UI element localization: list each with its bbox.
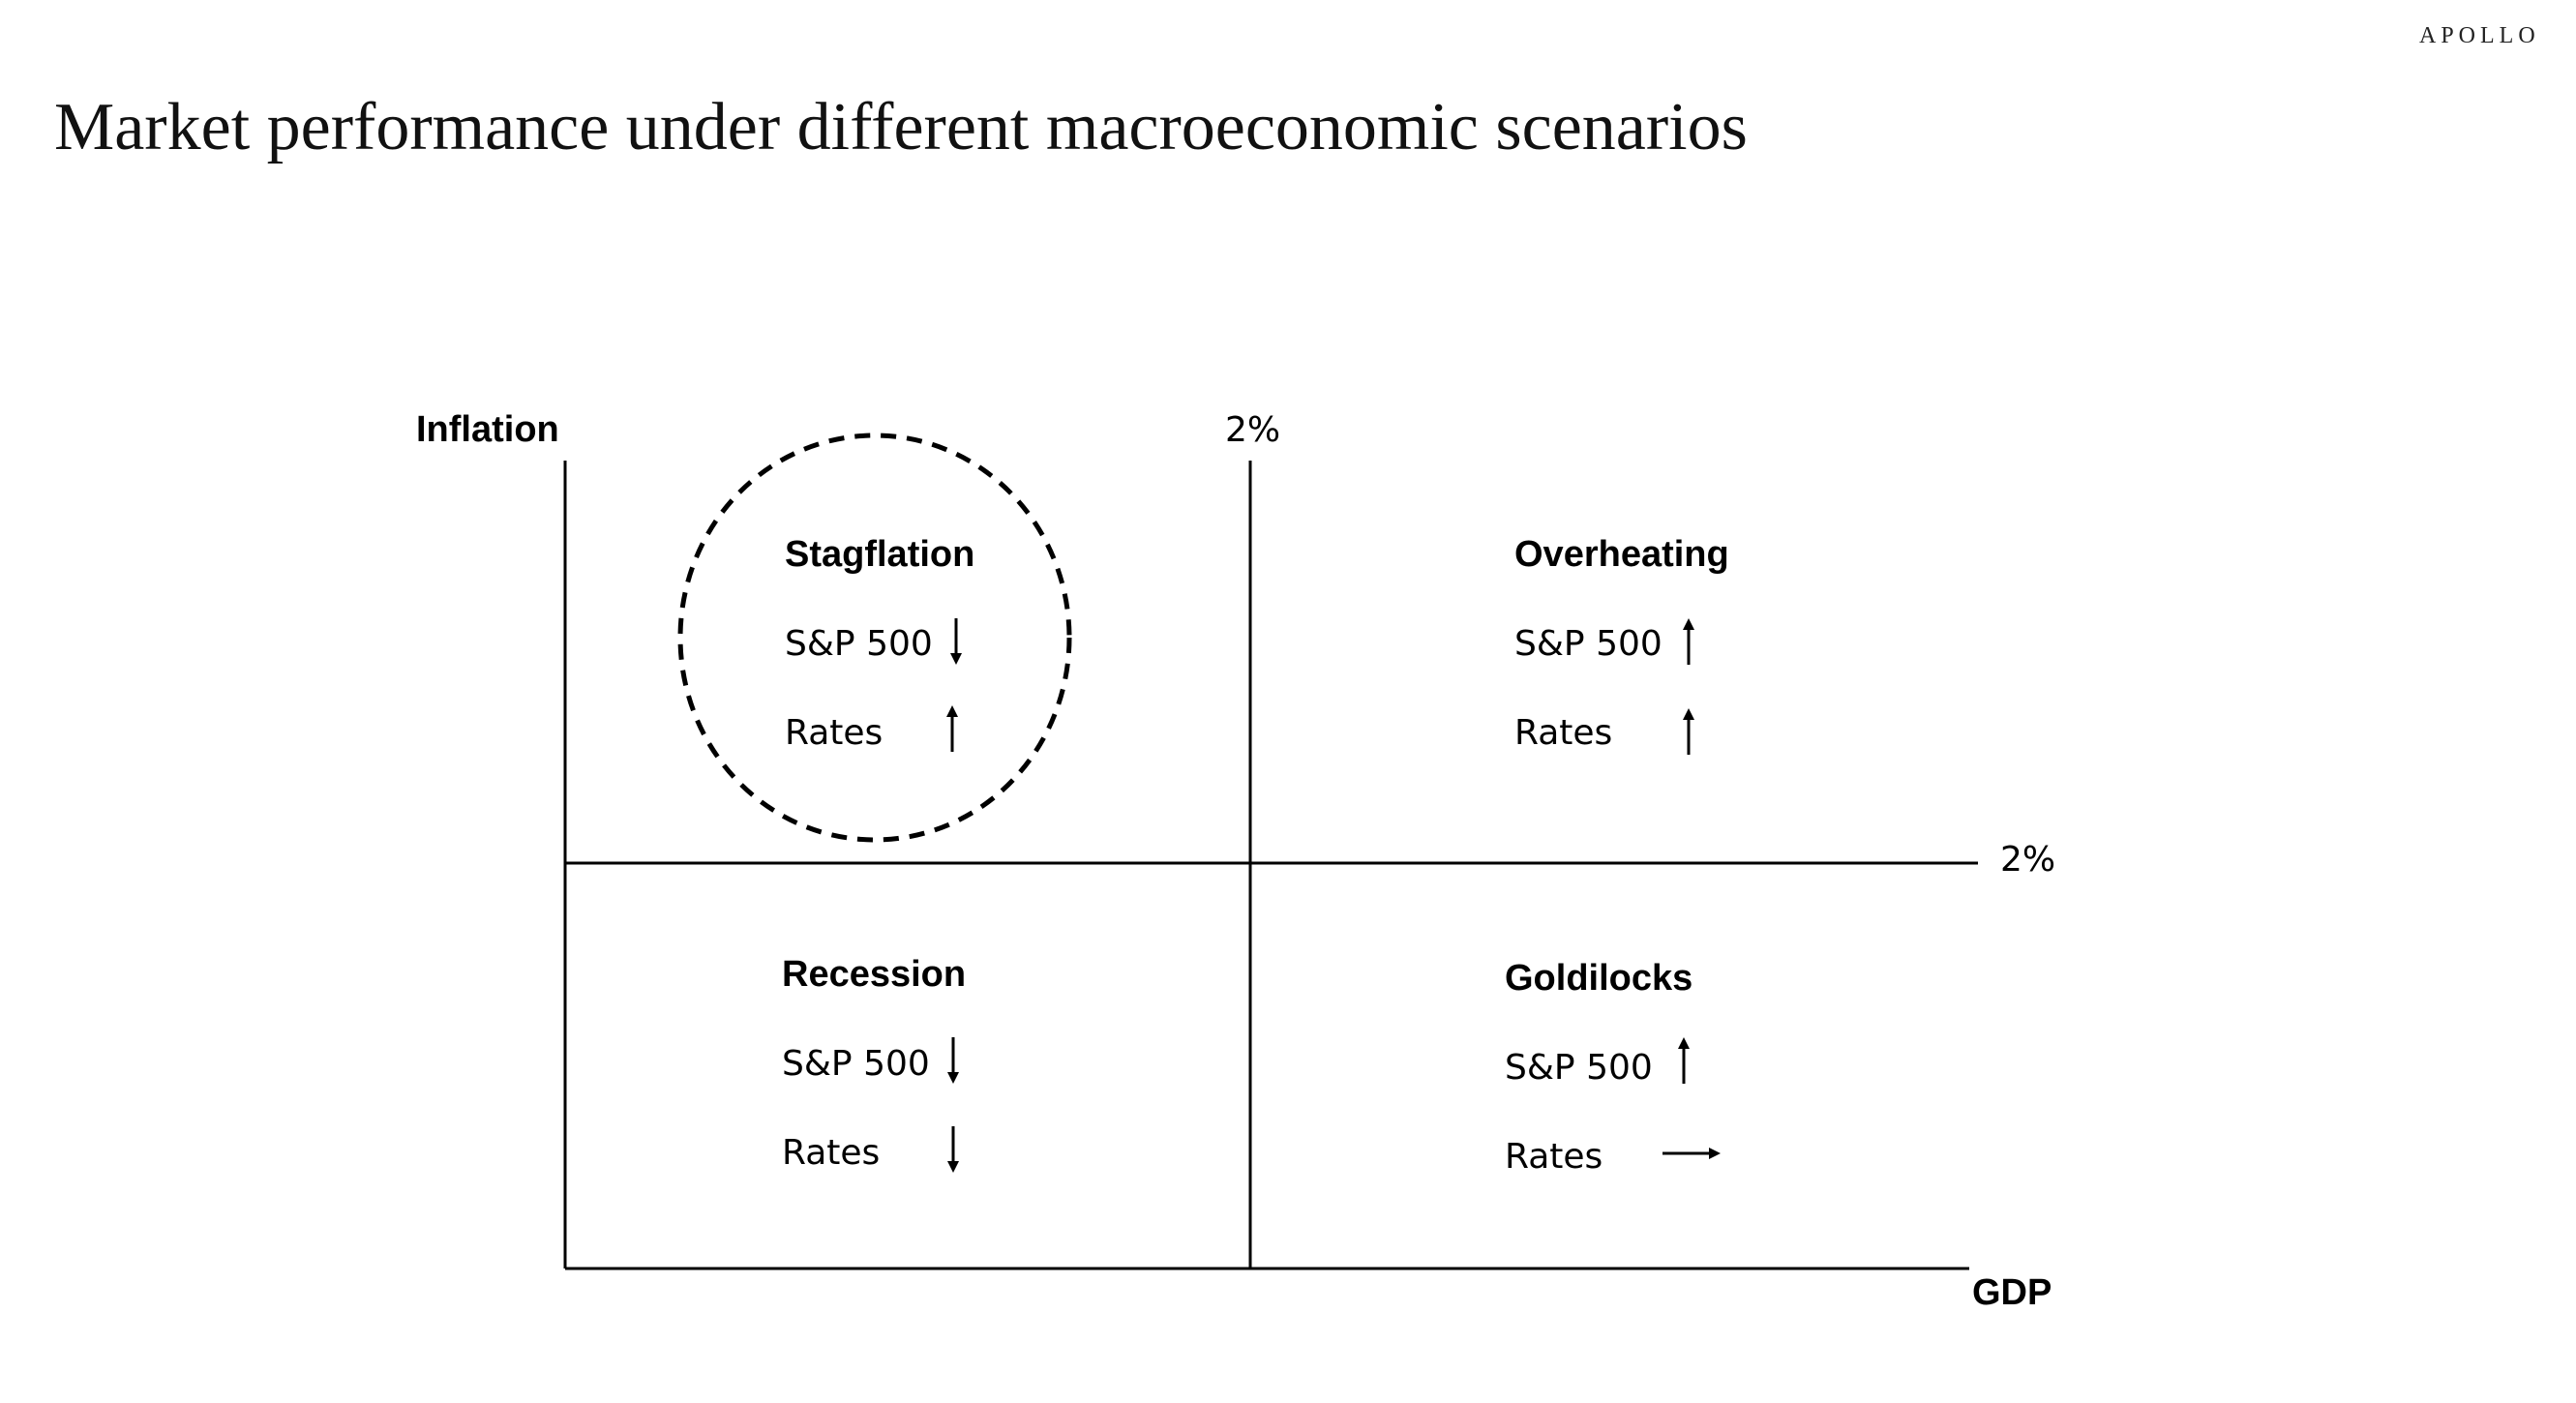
rates-label: Rates bbox=[782, 1133, 880, 1173]
quadrant-title: Recession bbox=[782, 954, 966, 995]
arrow-up-icon bbox=[946, 705, 958, 752]
arrow-right-icon bbox=[1662, 1148, 1721, 1159]
quadrant-title: Goldilocks bbox=[1505, 958, 1692, 999]
arrow-down-icon bbox=[947, 1037, 959, 1084]
sp500-label: S&P 500 bbox=[782, 1044, 930, 1084]
quadrant-recession: Recession S&P 500 Rates bbox=[782, 954, 966, 1173]
arrow-head bbox=[1683, 618, 1694, 630]
arrow-head bbox=[947, 1072, 959, 1084]
arrow-down-icon bbox=[950, 618, 962, 665]
arrow-head bbox=[950, 653, 962, 665]
arrow-head bbox=[947, 1161, 959, 1173]
quadrant-overheating: Overheating S&P 500 Rates bbox=[1514, 534, 1729, 755]
arrow-down-icon bbox=[947, 1126, 959, 1173]
quadrant-goldilocks: Goldilocks S&P 500 Rates bbox=[1505, 958, 1721, 1177]
quadrant-title: Overheating bbox=[1514, 534, 1729, 575]
vertical-threshold-label: 2% bbox=[1225, 410, 1280, 450]
arrow-head bbox=[1678, 1037, 1690, 1049]
page-title: Market performance under different macro… bbox=[54, 90, 1748, 164]
quadrant-title: Stagflation bbox=[785, 534, 974, 575]
arrow-head bbox=[1683, 708, 1694, 720]
arrow-up-icon bbox=[1683, 618, 1694, 665]
sp500-label: S&P 500 bbox=[1514, 624, 1662, 664]
arrow-up-icon bbox=[1678, 1037, 1690, 1084]
highlight-circle bbox=[677, 433, 1072, 843]
y-axis-label: Inflation bbox=[416, 409, 559, 450]
sp500-label: S&P 500 bbox=[785, 624, 933, 664]
sp500-label: S&P 500 bbox=[1505, 1048, 1653, 1088]
rates-label: Rates bbox=[1514, 713, 1612, 753]
x-axis-label: GDP bbox=[1972, 1272, 2052, 1313]
arrow-head bbox=[946, 705, 958, 717]
arrow-up-icon bbox=[1683, 708, 1694, 755]
quadrant-stagflation: Stagflation S&P 500 Rates bbox=[785, 534, 974, 753]
rates-label: Rates bbox=[785, 713, 883, 753]
arrow-head bbox=[1709, 1148, 1721, 1159]
rates-label: Rates bbox=[1505, 1137, 1603, 1177]
brand-logo: APOLLO bbox=[2419, 23, 2540, 48]
horizontal-threshold-label: 2% bbox=[2000, 840, 2055, 880]
